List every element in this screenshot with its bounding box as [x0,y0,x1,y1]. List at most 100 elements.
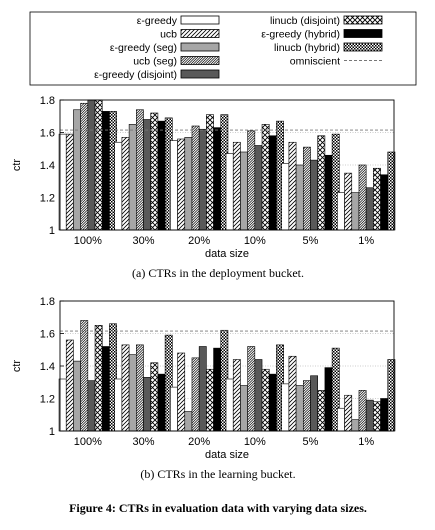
y-tick-label: 1.6 [40,128,55,140]
bar [268,135,277,231]
legend-swatch [180,42,220,52]
bar [191,125,200,231]
bar [261,368,270,432]
bar [380,398,389,432]
x-tick-label: 20% [188,436,210,448]
legend-swatch [343,42,383,52]
legend-swatch [343,15,383,25]
bar [288,141,297,231]
y-tick-label: 1.8 [40,296,55,308]
legend-label: ε-greedy [137,15,178,27]
bar [65,339,74,432]
bar [324,367,333,432]
bar [302,380,311,432]
bar [121,137,130,231]
y-tick-label: 1.2 [40,394,55,406]
bar [184,137,193,231]
bar [317,135,326,231]
legend-swatch [180,56,220,65]
bar [184,411,193,432]
bar [94,325,103,432]
caption-deployment: (a) CTRs in the deployment bucket. [132,266,304,280]
bar [310,375,318,432]
bar [101,346,110,432]
bar [213,347,222,432]
bar [344,172,353,231]
x-tick-label: 100% [74,235,102,247]
figure-caption: Figure 4: CTRs in evaluation data with v… [69,501,367,515]
legend-label: ε-greedy (seg) [110,42,177,54]
bar [143,119,151,231]
y-tick-label: 1.2 [40,193,55,205]
bar [114,378,123,432]
bar [157,373,166,432]
bar [365,399,374,432]
bar [150,362,159,432]
x-tick-label: 10% [244,235,266,247]
bar [254,145,263,231]
legend-label: ε-greedy (disjoint) [94,69,177,81]
y-tick-label: 1.4 [40,361,55,373]
bar [337,192,345,231]
bar [351,419,360,432]
legend-swatch [180,15,220,25]
bar [302,146,311,231]
bar [373,167,381,231]
bar [365,187,374,231]
bar [206,368,214,432]
caption-learning: (b) CTRs in the learning bucket. [140,467,295,481]
bar [157,120,166,231]
x-tick-label: 20% [188,235,210,247]
bar [191,357,200,432]
bar [281,163,290,231]
bar [170,140,178,231]
chart-learning-bucket: 1 1.2 1.4 1.6 1.8 100% 30% 20% 10% 5% 1% data size c… [11,296,396,461]
bar [268,373,277,432]
legend-label: omniscient [290,56,340,68]
legend-swatch [180,69,220,79]
bar [261,124,270,231]
bar [198,128,207,231]
bar [373,401,381,432]
legend-label: ε-greedy (hybrid) [261,29,340,41]
bar [136,109,144,231]
bar [358,390,367,432]
x-tick-label: 1% [358,235,374,247]
bar [344,394,353,432]
bar [247,346,256,432]
legend-swatch [180,29,220,38]
bar [254,359,263,432]
bar [170,386,178,432]
x-tick-label: 30% [132,436,154,448]
bar [281,383,290,432]
bar [206,114,214,231]
legend-label: linucb (disjoint) [270,15,340,27]
bar [295,385,304,432]
bar [225,378,234,432]
bar [380,174,389,231]
x-tick-label: 10% [244,436,266,448]
bar [213,127,222,231]
bar [232,359,241,432]
bar [101,111,110,231]
y-tick-label: 1 [49,426,55,438]
bar [295,164,304,231]
bar [288,355,297,432]
legend-label: ucb [160,29,177,41]
bar [80,102,89,231]
chart-deployment-bucket: 1 1.2 1.4 1.6 1.8 100% 30% 20% 10% 5% 1% data size c… [11,95,396,260]
bar [73,360,81,432]
x-tick-label: 100% [74,436,102,448]
y-tick-label: 1 [49,225,55,237]
bar [198,346,207,432]
bar [87,380,96,432]
x-tick-label: 5% [303,436,319,448]
bar [177,138,186,231]
bar [337,407,345,432]
bar [225,153,234,231]
x-axis-label: data size [205,449,249,461]
x-axis-label: data size [205,248,249,260]
y-tick-label: 1.4 [40,160,55,172]
x-tick-label: 30% [132,235,154,247]
